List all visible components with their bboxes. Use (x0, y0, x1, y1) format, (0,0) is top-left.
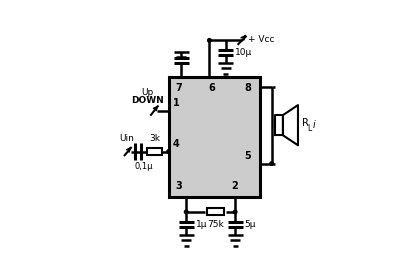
Text: 10µ: 10µ (235, 49, 252, 57)
Text: + Vcc: + Vcc (248, 35, 275, 44)
Circle shape (270, 162, 273, 165)
Text: 0,1µ: 0,1µ (135, 162, 153, 171)
Text: Uin: Uin (120, 134, 134, 144)
Text: L: L (308, 124, 312, 133)
Text: 6: 6 (208, 83, 215, 93)
Text: 4: 4 (173, 139, 180, 149)
Text: R: R (302, 118, 309, 128)
Text: 5µ: 5µ (245, 220, 256, 229)
FancyBboxPatch shape (168, 77, 260, 197)
Text: 1: 1 (173, 98, 180, 108)
Circle shape (208, 39, 211, 42)
Text: 7: 7 (175, 83, 182, 93)
Text: 75k: 75k (207, 220, 224, 229)
Text: Up: Up (141, 88, 153, 97)
Circle shape (167, 150, 170, 153)
Polygon shape (275, 115, 283, 135)
Text: 5: 5 (244, 151, 251, 161)
Text: 8: 8 (244, 83, 251, 93)
Text: 3: 3 (175, 181, 182, 191)
Text: i: i (313, 120, 316, 130)
Circle shape (184, 210, 188, 214)
Text: 2: 2 (232, 181, 238, 191)
Polygon shape (283, 105, 298, 145)
Text: DOWN: DOWN (131, 97, 164, 105)
Text: 1µ: 1µ (196, 220, 207, 229)
Text: 3k: 3k (149, 134, 160, 143)
FancyBboxPatch shape (147, 148, 162, 155)
Circle shape (234, 210, 237, 214)
FancyBboxPatch shape (207, 208, 224, 215)
